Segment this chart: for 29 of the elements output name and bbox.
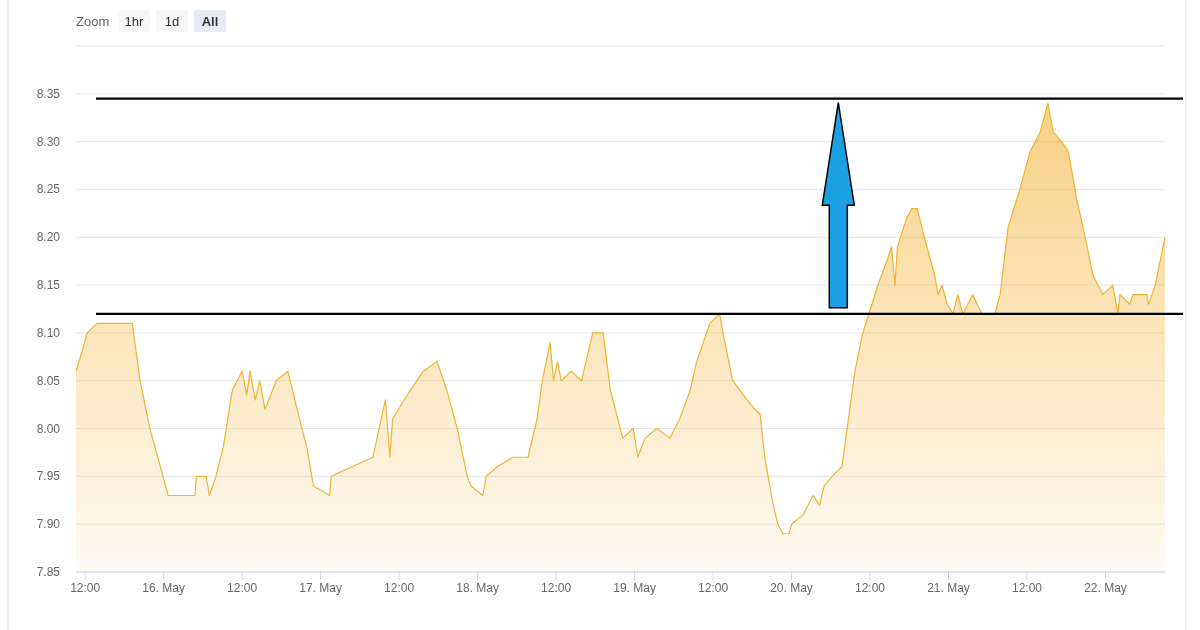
x-tick-label: 12:00 [855, 581, 886, 595]
x-tick-label: 20. May [770, 581, 813, 595]
text: Zoom [76, 14, 110, 29]
y-tick-label: 8.00 [36, 421, 61, 436]
x-tick-label: 12:00 [541, 581, 572, 595]
text: 1hr [124, 14, 145, 29]
y-tick-label: 7.85 [36, 565, 61, 579]
y-tick-label: 8.15 [36, 278, 61, 293]
y-tick-label: 8.05 [36, 373, 61, 388]
text: All [201, 14, 219, 29]
y-tick-label: 8.30 [36, 134, 61, 149]
x-tick-label: 12:00 [70, 581, 101, 595]
y-tick-label: 8.25 [36, 182, 61, 197]
x-tick-label: 19. May [613, 581, 656, 595]
text: 1d [164, 14, 180, 29]
x-tick-label: 12:00 [384, 581, 415, 595]
x-tick-label: 21. May [927, 581, 970, 595]
y-tick-label: 7.95 [36, 469, 61, 484]
y-tick-label: 8.35 [36, 86, 61, 101]
x-tick-label: 12:00 [1011, 581, 1043, 595]
x-tick-label: 12:00 [698, 581, 729, 595]
x-tick-label: 22. May [1084, 581, 1127, 595]
x-tick-label: 12:00 [227, 581, 258, 595]
y-tick-label: 8.20 [36, 230, 61, 245]
y-tick-label: 8.10 [36, 325, 61, 340]
x-tick-label: 16. May [142, 581, 185, 595]
x-tick-label: 18. May [456, 581, 499, 595]
y-tick-label: 7.90 [36, 517, 61, 532]
x-tick-label: 17. May [299, 581, 342, 595]
